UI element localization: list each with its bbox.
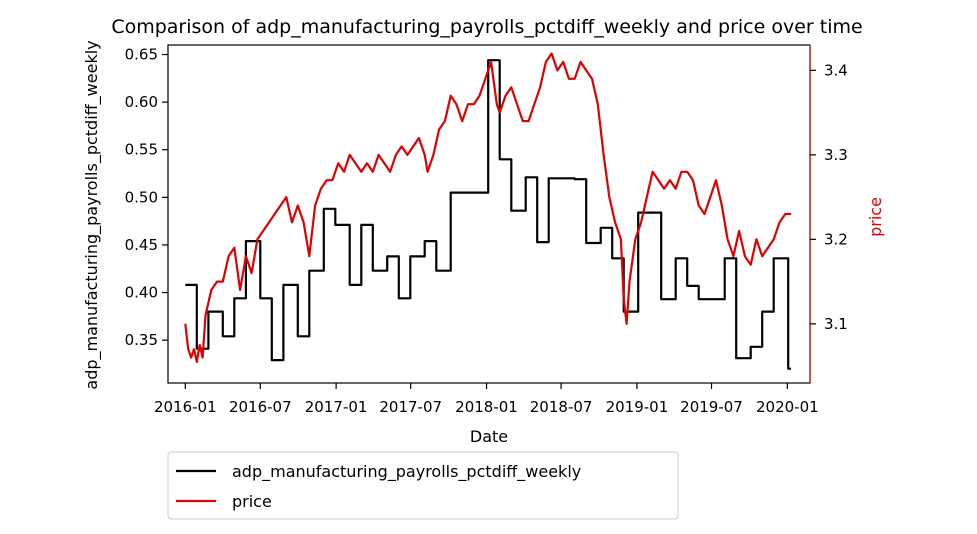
- legend: adp_manufacturing_payrolls_pctdiff_weekl…: [167, 451, 679, 520]
- left-tick-label: 0.50: [125, 188, 158, 206]
- legend-label-price: price: [232, 492, 272, 511]
- series-line-0: [185, 59, 791, 370]
- series-line-1: [184, 52, 791, 363]
- left-axis-ticks: 0.35 0.40 0.45 0.50 0.55 0.60 0.65: [125, 46, 168, 349]
- legend-frame: [167, 451, 679, 520]
- series-layer: [184, 52, 791, 370]
- x-axis-ticks: 2016-01 2016-07 2017-01 2017-07 2018-01 2018-…: [154, 383, 819, 416]
- left-tick-label: 0.40: [125, 284, 158, 302]
- left-tick-label: 0.60: [125, 93, 158, 111]
- x-tick-label: 2016-01: [154, 398, 217, 416]
- x-tick-label: 2017-07: [379, 398, 442, 416]
- x-tick-label: 2018-01: [455, 398, 518, 416]
- x-tick-label: 2018-07: [530, 398, 593, 416]
- x-tick-label: 2019-01: [606, 398, 669, 416]
- right-axis-label: price: [866, 197, 885, 237]
- right-axis-ticks: 3.1 3.2 3.3 3.4: [810, 61, 848, 333]
- right-tick-label: 3.3: [824, 146, 848, 164]
- left-tick-label: 0.45: [125, 236, 158, 254]
- legend-label-adp: adp_manufacturing_payrolls_pctdiff_weekl…: [232, 462, 581, 482]
- right-tick-label: 3.1: [824, 315, 848, 333]
- left-axis-label: adp_manufacturing_payrolls_pctdiff_weekl…: [82, 40, 102, 389]
- x-tick-label: 2017-01: [305, 398, 368, 416]
- chart-title: Comparison of adp_manufacturing_payrolls…: [111, 16, 862, 38]
- right-tick-label: 3.2: [824, 230, 848, 248]
- right-tick-label: 3.4: [824, 61, 848, 79]
- x-axis-label: Date: [470, 427, 508, 446]
- x-tick-label: 2016-07: [229, 398, 292, 416]
- x-tick-label: 2019-07: [680, 398, 743, 416]
- x-tick-label: 2020-01: [756, 398, 819, 416]
- left-tick-label: 0.55: [125, 141, 158, 159]
- left-tick-label: 0.35: [125, 331, 158, 349]
- left-tick-label: 0.65: [125, 46, 158, 64]
